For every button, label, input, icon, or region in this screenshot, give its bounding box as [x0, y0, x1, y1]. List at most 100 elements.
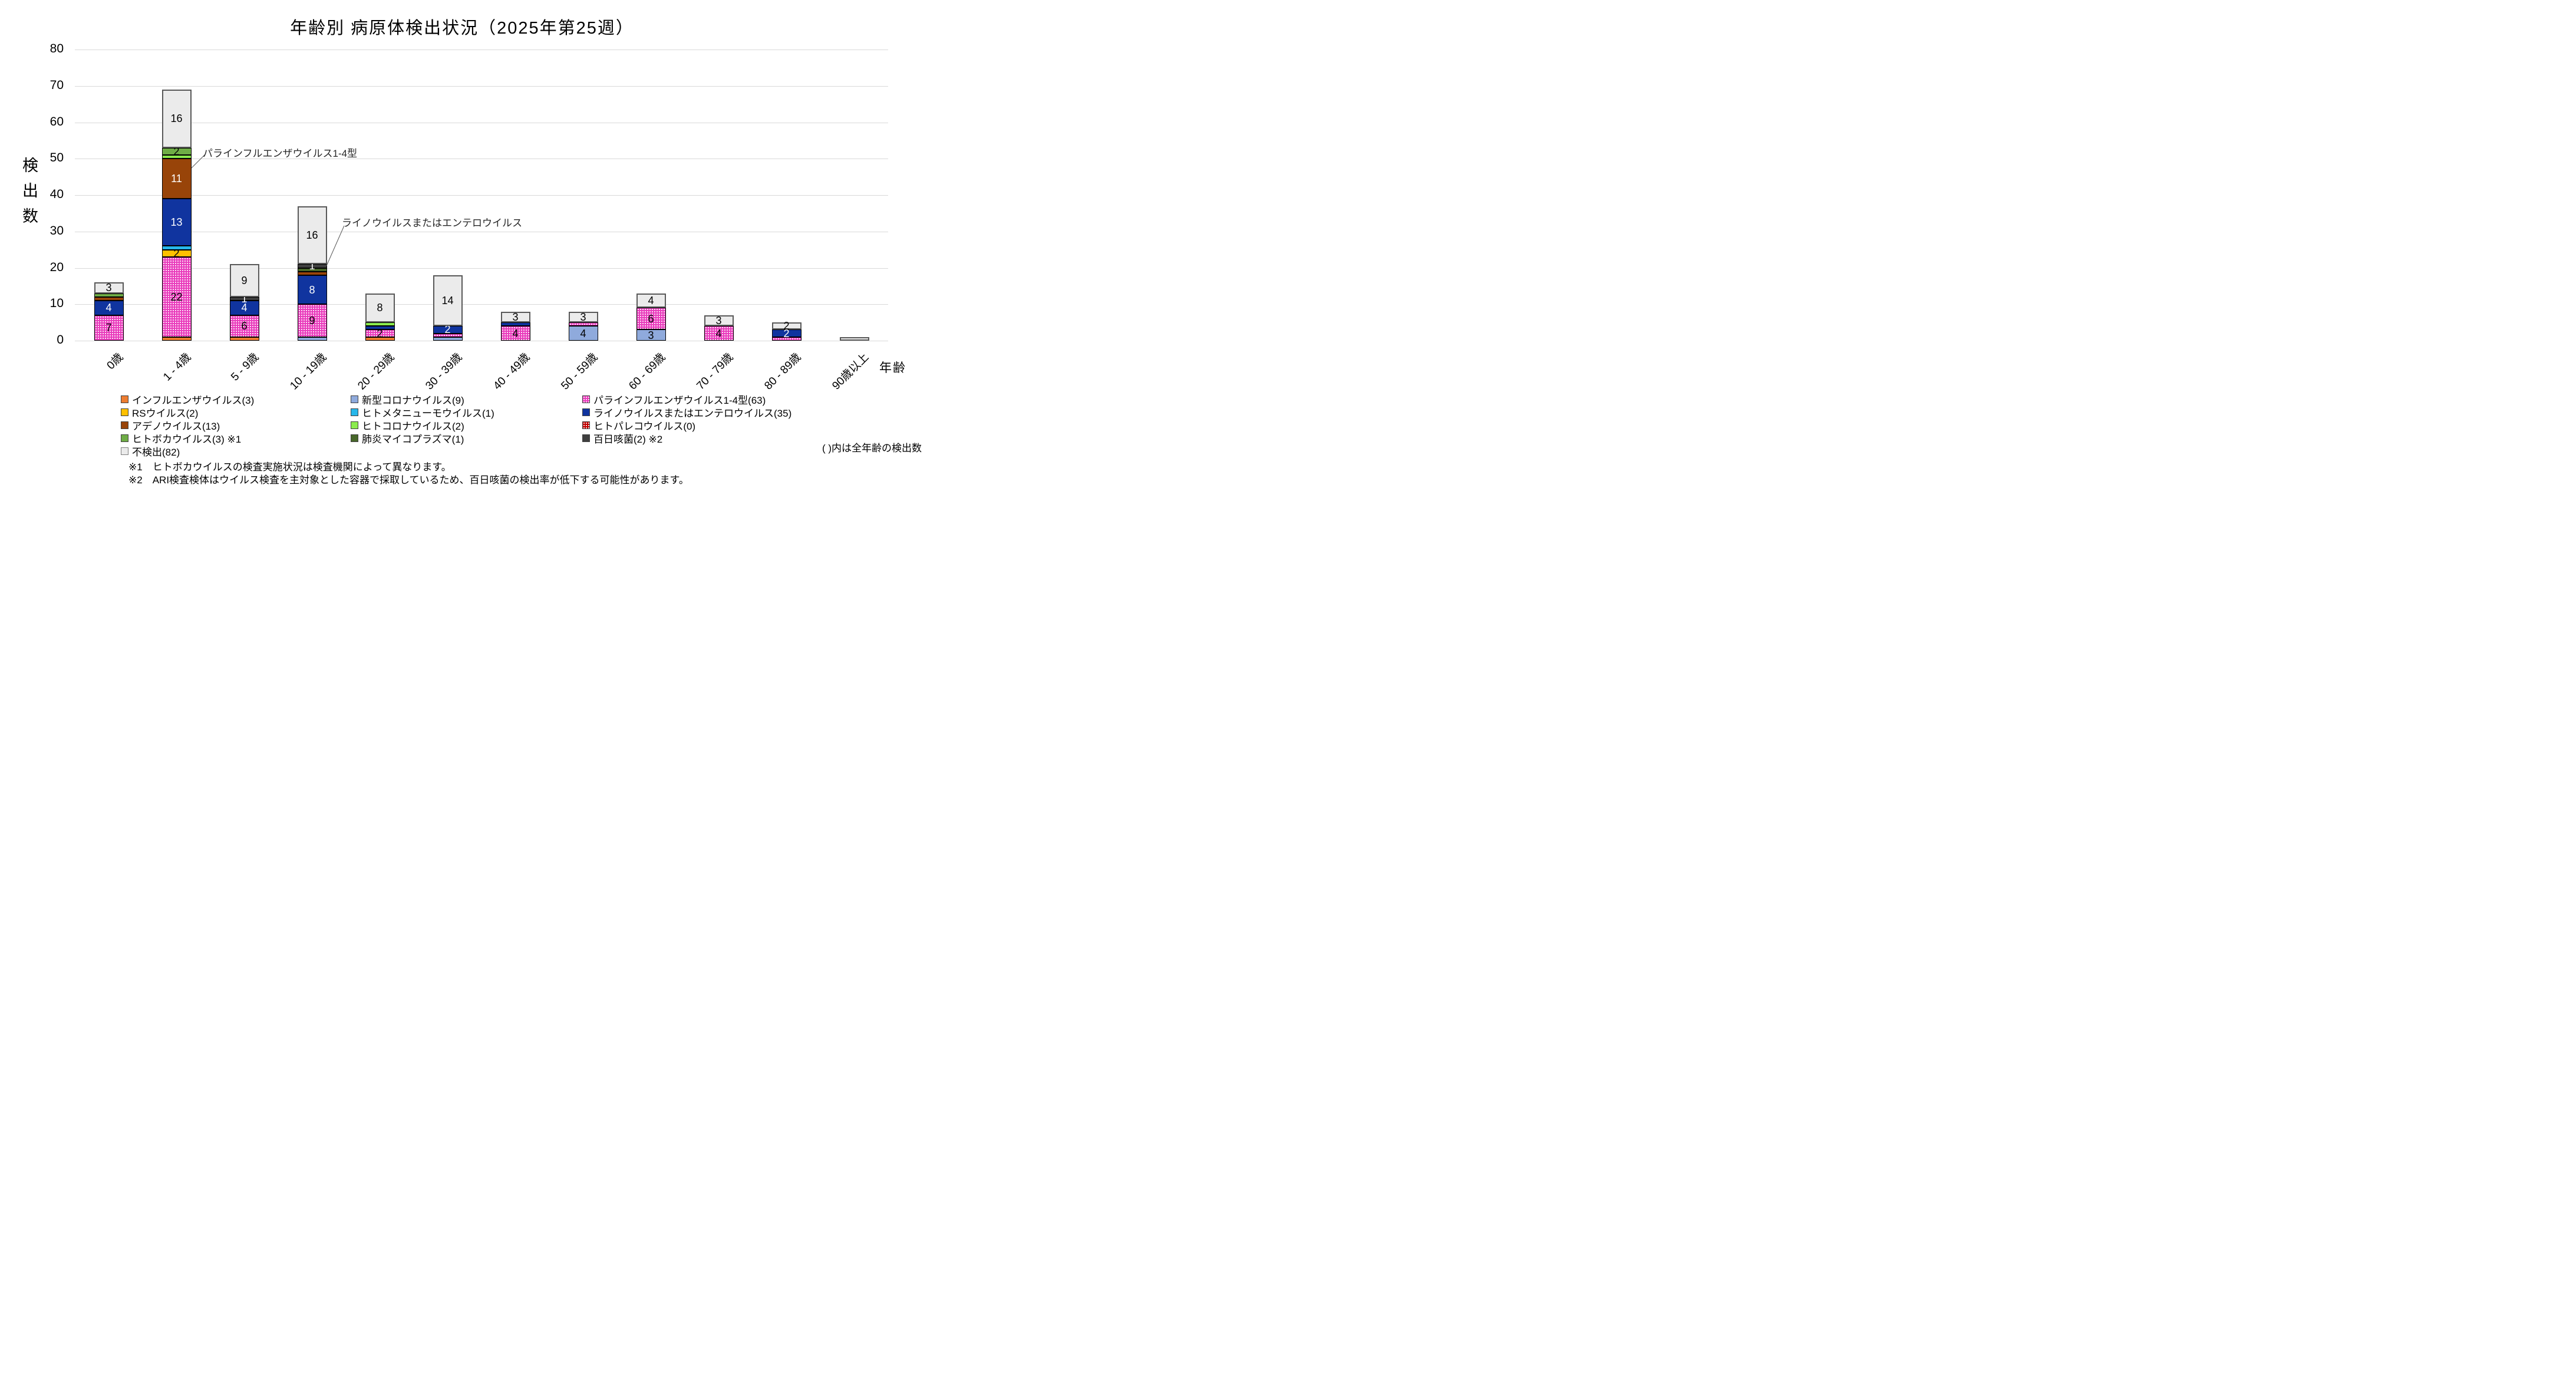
segment-value-label: 13	[170, 216, 183, 229]
bar-segment-parainfluenza-8: 6	[636, 308, 666, 330]
bar-segment-rhino-10: 2	[771, 328, 802, 339]
annotation-text-2: ライノウイルスまたはエンテロウイルス	[342, 217, 522, 229]
y-tick-30: 30	[50, 223, 64, 238]
bar-segment-notdetected-2: 9	[229, 264, 259, 297]
y-tick-80: 80	[50, 42, 64, 55]
legend-item-parainfluenza: パラインフルエンザウイルス1-4型(63)	[582, 393, 791, 406]
legend-label-rs: RSウイルス(2)	[132, 407, 199, 419]
y-tick-0: 0	[57, 333, 64, 347]
legend-column-1: インフルエンザウイルス(3) RSウイルス(2) アデノウイルス(13) ヒトボカウイ…	[121, 393, 255, 458]
segment-value-label: 8	[377, 302, 383, 314]
bar-segment-adeno-3	[297, 271, 327, 275]
bar-segment-parainfluenza-7	[568, 322, 598, 327]
legend-swatch-hcorona	[351, 421, 358, 429]
x-tick-0: 0歳	[104, 351, 126, 372]
legend-swatch-metapneumo	[351, 408, 358, 416]
segment-value-label: 4	[580, 327, 586, 339]
bar-segment-parainfluenza-10	[771, 337, 802, 341]
annotation-text-1: パラインフルエンザウイルス1-4型	[203, 148, 358, 159]
legend-label-pertussis: 百日咳菌(2) ※2	[593, 433, 663, 445]
segment-value-label: 4	[105, 302, 112, 314]
chart-title: 年齢別 病原体検出状況（2025年第25週）	[290, 19, 634, 38]
x-tick-5: 30 - 39歳	[423, 351, 464, 393]
bar-segment-boca-0	[94, 293, 124, 297]
segment-value-label: 3	[580, 311, 586, 323]
segment-value-label: 4	[648, 295, 654, 307]
segment-value-label: 16	[306, 229, 318, 241]
legend-item-covid: 新型コロナウイルス(9)	[351, 393, 494, 406]
bar-segment-metapneumo-1	[161, 246, 192, 250]
segment-value-label: 3	[105, 282, 112, 294]
x-tick-9: 70 - 79歳	[694, 351, 735, 393]
legend-label-adeno: アデノウイルス(13)	[132, 420, 220, 432]
bar-segment-pertussis-2: 1	[229, 293, 259, 305]
bar-segment-influenza-2	[229, 337, 259, 341]
bar-segment-influenza-1	[161, 337, 192, 341]
segment-value-label: 2	[173, 247, 180, 259]
legend-column-2: 新型コロナウイルス(9) ヒトメタニューモウイルス(1) ヒトコロナウイルス(2) 肺…	[351, 393, 494, 445]
segment-value-label: 2	[173, 145, 180, 157]
gridline-20	[75, 268, 888, 269]
y-tick-60: 60	[50, 114, 64, 128]
segment-value-label: 9	[241, 275, 248, 287]
bar-segment-parainfluenza-2: 6	[229, 315, 259, 337]
bar-segment-notdetected-6: 3	[500, 311, 530, 323]
segment-value-label: 3	[512, 311, 519, 323]
bar-segment-influenza-4	[365, 337, 395, 341]
bar-segment-notdetected-11	[839, 337, 869, 341]
legend-swatch-adeno	[121, 421, 128, 429]
x-tick-10: 80 - 89歳	[761, 351, 803, 393]
legend-swatch-notdetected	[121, 447, 128, 455]
segment-value-label: 2	[783, 320, 790, 332]
segment-value-label: 1	[241, 293, 248, 305]
bar-segment-mycoplasma-3	[297, 268, 327, 272]
segment-value-label: 8	[309, 283, 315, 296]
x-axis-title: 年齢	[879, 361, 906, 375]
legend-item-parecho: ヒトパレコウイルス(0)	[582, 418, 791, 432]
gridline-70	[75, 85, 888, 87]
legend-item-boca: ヒトボカウイルス(3) ※1	[121, 431, 254, 445]
bar-segment-covid-7: 4	[568, 326, 598, 341]
legend-column-3: パラインフルエンザウイルス1-4型(63) ライノウイルスまたはエンテロウイルス(…	[582, 393, 792, 445]
legend-note: ( )内は全年齢の検出数	[822, 443, 922, 454]
segment-value-label: 3	[715, 315, 722, 327]
chart-page: 年齢別 病原体検出状況（2025年第25週） 検出数 年齢 0 10 20 30 40 5…	[0, 0, 924, 493]
bar-segment-notdetected-4: 8	[365, 293, 395, 323]
bar-segment-parainfluenza-1: 22	[161, 256, 192, 337]
bar-segment-rs-1: 2	[161, 247, 192, 259]
bar-segment-parainfluenza-5	[433, 333, 463, 337]
legend-label-rhino: ライノウイルスまたはエンテロウイルス(35)	[593, 407, 792, 419]
bar-segment-rhino-0: 4	[94, 301, 124, 315]
segment-value-label: 2	[444, 324, 451, 336]
segment-value-label: 4	[715, 327, 722, 339]
bar-segment-notdetected-10: 2	[771, 320, 802, 332]
legend-item-influenza: インフルエンザウイルス(3)	[121, 393, 255, 406]
bar-segment-covid-8: 3	[636, 329, 666, 341]
legend-item-adeno: アデノウイルス(13)	[121, 418, 254, 432]
x-tick-11: 90歳以上	[829, 351, 871, 393]
bar-segment-covid-5	[433, 337, 463, 341]
legend-label-influenza: インフルエンザウイルス(3)	[132, 394, 255, 406]
legend-swatch-rhino	[582, 408, 590, 416]
legend-label-covid: 新型コロナウイルス(9)	[362, 394, 464, 406]
legend-swatch-covid	[351, 395, 358, 403]
bar-segment-pertussis-3: 1	[297, 261, 327, 271]
legend-label-parainfluenza: パラインフルエンザウイルス1-4型(63)	[593, 394, 766, 406]
legend-swatch-boca	[121, 434, 128, 442]
legend-swatch-parainfluenza	[582, 395, 590, 403]
bar-segment-rhino-6	[500, 322, 530, 327]
bar-segment-notdetected-0: 3	[94, 282, 124, 294]
bar-segment-notdetected-9: 3	[704, 315, 734, 327]
segment-value-label: 9	[309, 315, 315, 327]
bar-segment-rhino-5: 2	[433, 324, 463, 336]
y-tick-20: 20	[50, 260, 64, 274]
legend-label-notdetected: 不検出(82)	[132, 446, 180, 458]
bar-segment-adeno-1: 11	[161, 159, 192, 199]
bar-segment-parainfluenza-9: 4	[704, 326, 734, 341]
footnote-1: ※1 ヒトボカウイルスの検査実施状況は検査機関によって異なります。	[128, 461, 451, 473]
bar-segment-adeno-0	[94, 296, 124, 301]
legend-label-hcorona: ヒトコロナウイルス(2)	[362, 420, 464, 432]
bar-segment-notdetected-8: 4	[636, 293, 666, 308]
y-axis-title: 検出数	[20, 157, 38, 233]
x-tick-4: 20 - 29歳	[355, 351, 397, 393]
